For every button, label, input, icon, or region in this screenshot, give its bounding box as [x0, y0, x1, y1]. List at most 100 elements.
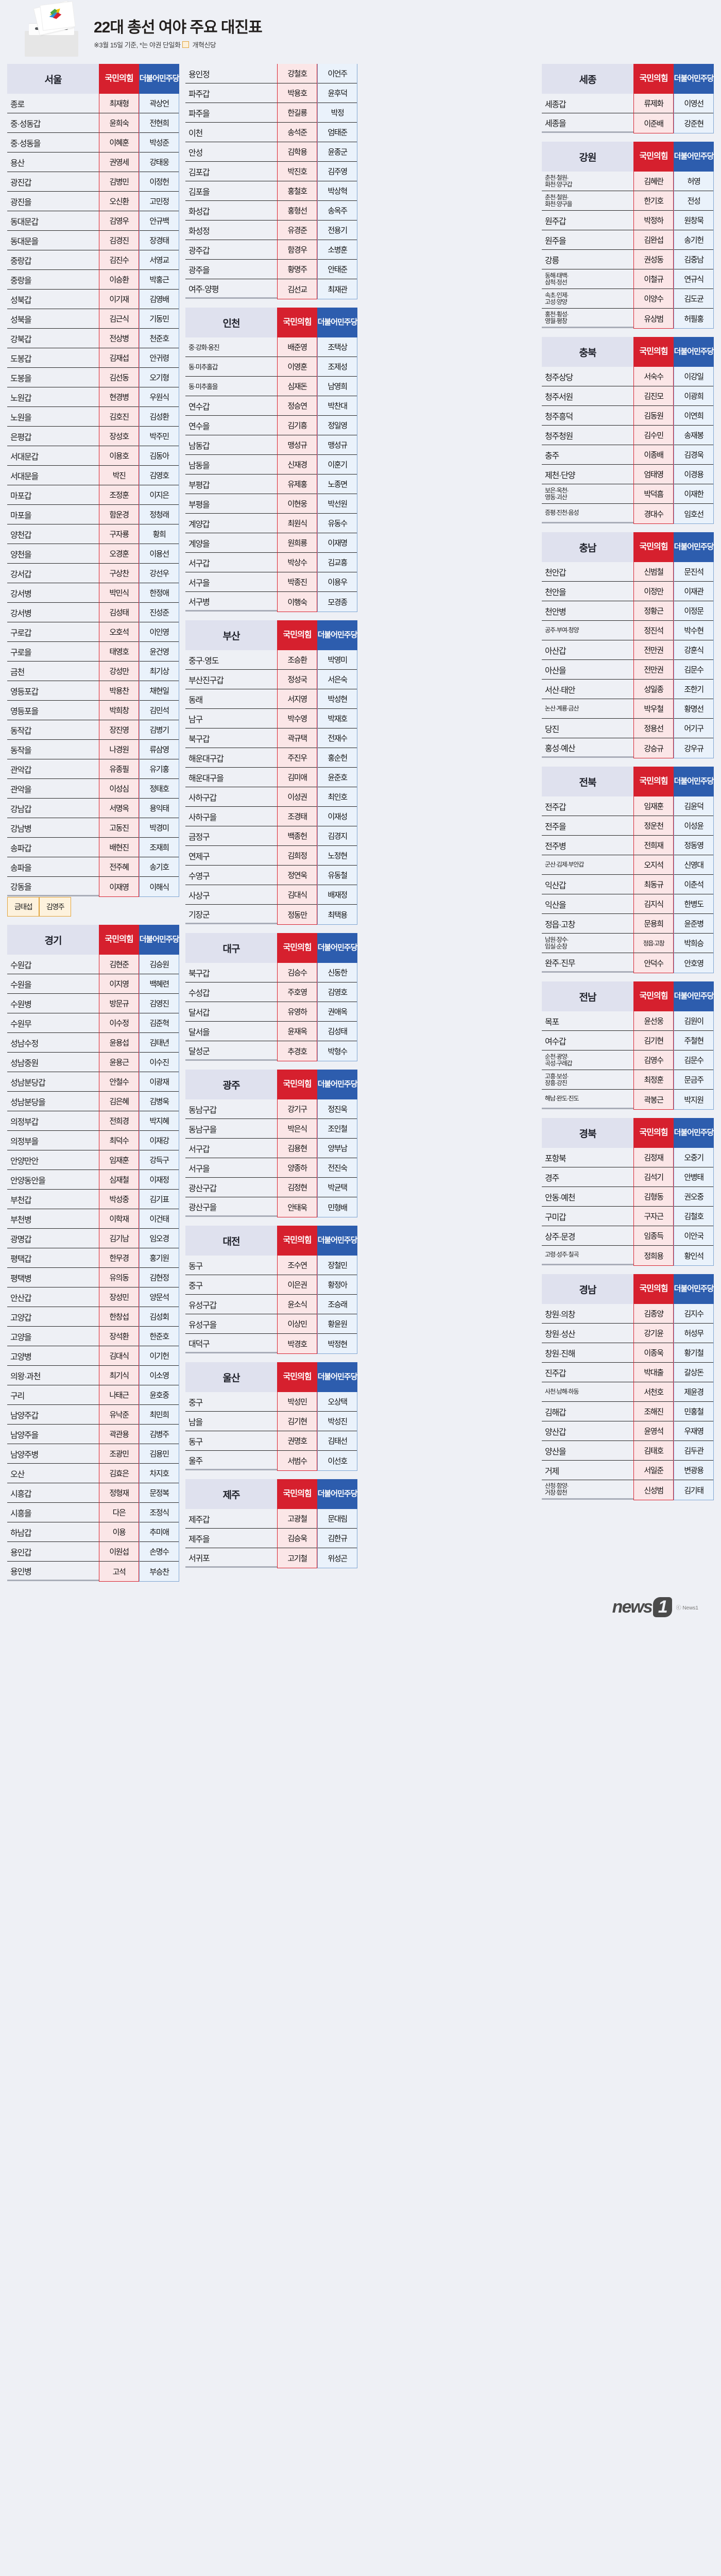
- party-header-dpk: 더불어 민주당: [674, 142, 714, 172]
- dpk-candidate-cell: 이소영: [140, 1366, 179, 1385]
- dpk-candidate-cell: 이광희: [674, 386, 713, 406]
- district-cell: 중랑갑: [7, 250, 99, 270]
- dpk-candidate-cell: 이재명: [318, 533, 357, 553]
- ppp-candidate-cell: 정형재: [99, 1483, 139, 1503]
- dpk-candidate-cell: 최민희: [140, 1405, 179, 1425]
- dpk-candidate-cell: 이춘석: [674, 875, 713, 894]
- ppp-candidate-cell: 김수민: [634, 426, 673, 445]
- ppp-candidate-cell: 전희경: [99, 1111, 139, 1131]
- district-cell: 양산갑: [542, 1421, 633, 1441]
- district-cell: 수영구: [185, 866, 277, 885]
- party-header-ppp: 국민의힘: [99, 64, 139, 94]
- ppp-candidate-cell: 정진석: [634, 621, 673, 640]
- dpk-candidate-cell: 이재관: [674, 582, 713, 601]
- region-name: 경기: [7, 925, 99, 955]
- district-cell: 제주갑: [185, 1509, 277, 1529]
- dpk-candidate-cell: 전재수: [318, 728, 357, 748]
- dpk-candidate-cell: 박재호: [318, 709, 357, 728]
- ppp-candidate-cell: 최동규: [634, 875, 673, 894]
- dpk-candidate-cell: 윤종군: [318, 142, 357, 162]
- party-header-dpk: 더불어 민주당: [674, 64, 714, 94]
- dpk-candidate-cell: 김태년: [140, 1033, 179, 1053]
- party-header-ppp: 국민의힘: [633, 64, 674, 94]
- dpk-candidate-cell: 추미애: [140, 1522, 179, 1542]
- dpk-candidate-cell: 김두관: [674, 1441, 713, 1461]
- district-cell: 양천을: [7, 544, 99, 564]
- reform-party-row-group: 금태섭 김영주: [7, 897, 179, 917]
- ppp-candidate-cell: 김영수: [634, 1050, 673, 1070]
- dpk-candidate-cell: 강선우: [140, 564, 179, 583]
- dpk-candidate-cell: 박희승: [674, 934, 713, 953]
- region-body: 중구 남을 동구 울주 박성민 김기현 권명호 서범수 오상택 박성진 김태선 이선호: [185, 1392, 357, 1471]
- ppp-candidate-cell: 김정재: [634, 1148, 673, 1167]
- district-cell: 영등포갑: [7, 681, 99, 701]
- ppp-candidate-cell: 이정만: [634, 582, 673, 601]
- election-emblem-icon: [49, 8, 62, 19]
- district-cell: 산청·함양· 거창·합천: [542, 1480, 633, 1500]
- ppp-candidate-cell: 김재섭: [99, 348, 139, 368]
- region-table-busan: 부산 국민의힘 더불어 민주당 중구·영도 부산진구갑 동래 남구 북구갑 해운대구갑 해운대구을 사…: [185, 620, 357, 925]
- ppp-candidate-cell: 곽봉근: [644, 1095, 664, 1105]
- dpk-candidate-cell: 류삼영: [140, 740, 179, 759]
- ppp-candidate-cell: 임종득: [634, 1226, 673, 1246]
- district-cell: 증평·진천·음성: [542, 504, 633, 523]
- ppp-candidate-cell: 박민식: [99, 583, 139, 603]
- ppp-candidate-cell: 이재영: [109, 883, 129, 892]
- district-cell: 서구갑: [185, 553, 277, 572]
- ppp-candidate-cell: 정승연: [278, 396, 317, 416]
- district-cell: 관악갑: [7, 759, 99, 779]
- dpk-candidate-cell: 황희: [140, 524, 179, 544]
- ppp-candidate-cell: 권성동: [634, 250, 673, 269]
- party-header-ppp: 국민의힘: [633, 1274, 674, 1304]
- district-cell: 중구·영도: [185, 650, 277, 670]
- dpk-candidate-cell: 문진석: [674, 562, 713, 582]
- dpk-candidate-column: 신동한 김영호 권애옥 김성태 박형수: [317, 963, 357, 1061]
- district-cell: 하남갑: [7, 1522, 99, 1542]
- ppp-candidate-cell: 오신환: [99, 192, 139, 211]
- dpk-candidate-cell: 정청래: [140, 505, 179, 524]
- ppp-candidate-cell: 김용현: [278, 1139, 317, 1158]
- party-header-dpk: 더불어 민주당: [674, 1118, 714, 1148]
- dpk-candidate-cell: 황기철: [674, 1343, 713, 1363]
- ppp-candidate-cell: 전희재: [634, 836, 673, 855]
- district-cell: 전주을: [542, 816, 633, 836]
- ppp-candidate-cell: 김태호: [634, 1441, 673, 1461]
- dpk-candidate-cell: 김철호: [674, 1207, 713, 1226]
- district-cell: 구미갑: [542, 1207, 633, 1226]
- district-cell: 안양동안을: [7, 1170, 99, 1190]
- district-cell: 중구: [185, 1275, 277, 1295]
- party-header-dpk: 더불어 민주당: [674, 767, 714, 796]
- district-cell: 익산갑: [542, 875, 633, 894]
- dpk-candidate-cell: 송재봉: [674, 426, 713, 445]
- dpk-candidate-cell: 소병훈: [318, 240, 357, 260]
- ppp-candidate-cell: 신성범: [644, 1486, 664, 1495]
- ppp-candidate-cell: 이종배: [634, 445, 673, 465]
- district-cell: 김포을: [185, 181, 277, 201]
- ppp-candidate-cell: 정성국: [278, 670, 317, 689]
- district-cell: 중·성동을: [7, 133, 99, 152]
- district-cell: 논산·계룡·금산: [542, 699, 633, 719]
- ppp-candidate-cell: 김선동: [99, 368, 139, 387]
- region-header: 경남 국민의힘 더불어 민주당: [542, 1274, 714, 1304]
- district-cell: 성북갑: [7, 290, 99, 309]
- dpk-candidate-cell: 조한기: [674, 680, 713, 699]
- district-cell: 천안갑: [542, 562, 633, 582]
- district-cell: 안양만안: [7, 1150, 99, 1170]
- ppp-candidate-cell: 김완섭: [634, 230, 673, 250]
- dpk-candidate-cell: 박선원: [318, 494, 357, 514]
- dpk-candidate-cell: 곽상언: [140, 94, 179, 113]
- region-header: 경북 국민의힘 더불어 민주당: [542, 1118, 714, 1148]
- region-name: 대전: [185, 1226, 277, 1256]
- district-cell: 달성군: [185, 1041, 277, 1061]
- district-cell: 동대문갑: [7, 211, 99, 231]
- ppp-candidate-cell: 구상찬: [99, 564, 139, 583]
- dpk-candidate-cell: 이지은: [140, 485, 179, 505]
- district-cell: 군산·김제·부안갑: [542, 855, 633, 875]
- ppp-candidate-column: 김혜란 한기호 박정하 김완섭 권성동 이철규 이양수 유상범: [633, 172, 674, 329]
- district-cell: 중구: [185, 1392, 277, 1412]
- dpk-candidate-cell: 이정문: [674, 601, 713, 621]
- dpk-candidate-cell: 김기태: [684, 1486, 704, 1495]
- district-cell: 구리: [7, 1385, 99, 1405]
- ppp-candidate-cell: 서범수: [287, 1456, 307, 1466]
- region-body: 수원갑 수원을 수원병 수원무 성남수정 성남중원 성남분당갑 성남분당을 의정부갑 의정부을 안양…: [7, 955, 179, 1582]
